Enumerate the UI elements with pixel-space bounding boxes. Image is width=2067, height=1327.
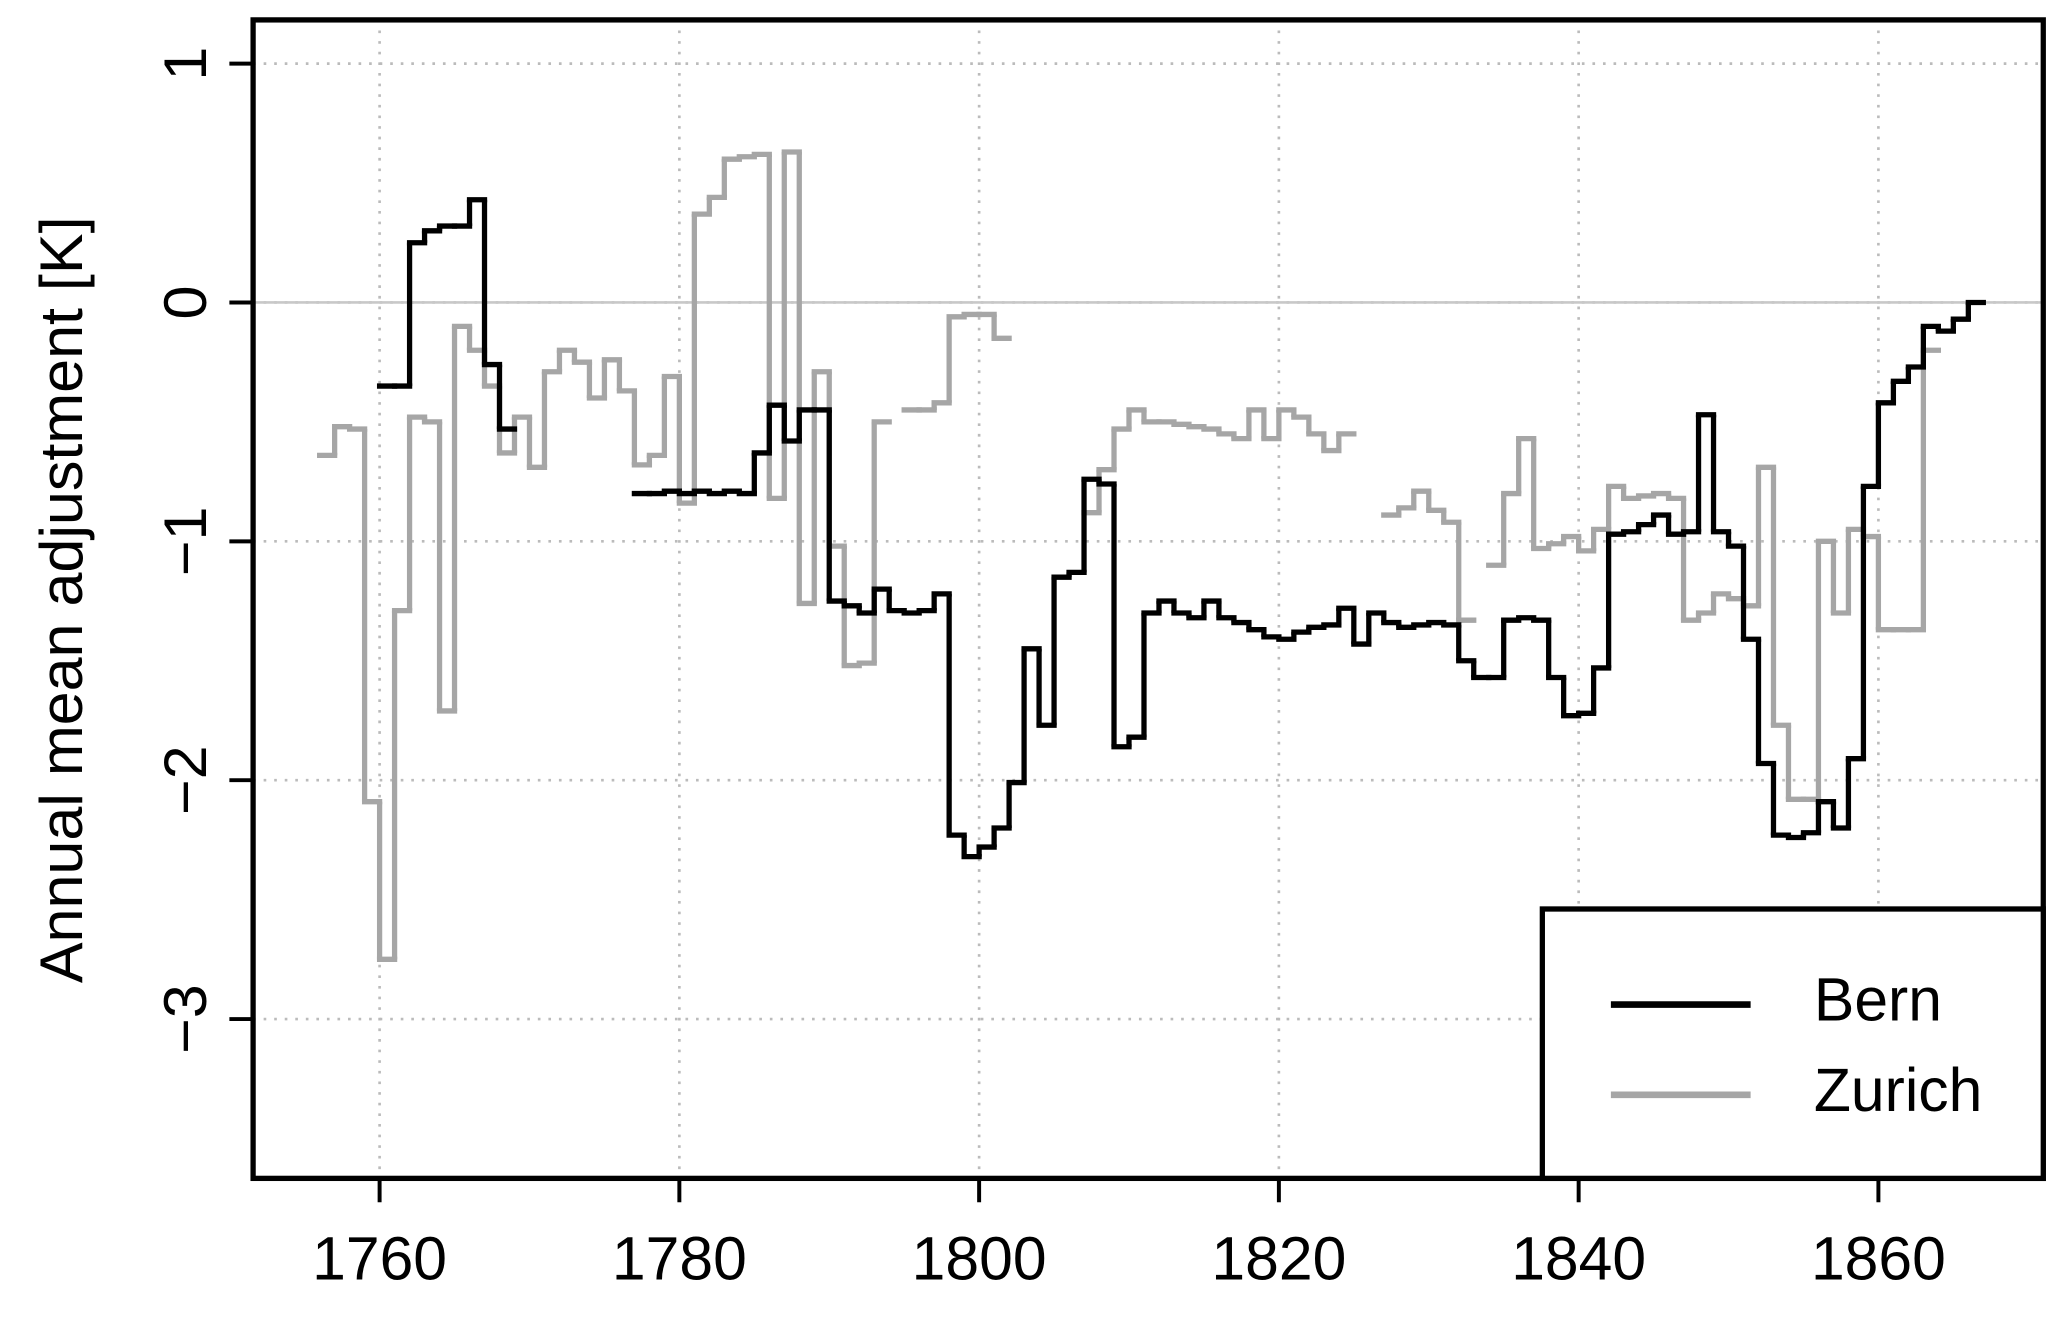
legend-label: Zurich	[1814, 1056, 1982, 1124]
x-tick-label: 1800	[912, 1224, 1047, 1292]
x-tick-label: 1760	[312, 1224, 447, 1292]
y-axis-label: Annual mean adjustment [K]	[27, 216, 95, 983]
x-tick-label: 1820	[1211, 1224, 1346, 1292]
y-tick-label: 0	[151, 285, 219, 319]
x-tick-label: 1860	[1811, 1224, 1946, 1292]
series	[317, 149, 1941, 962]
y-tick-label: −2	[151, 745, 219, 815]
y-tick-label: 1	[151, 47, 219, 81]
plot-frame	[250, 17, 2046, 1182]
legend-box	[1539, 906, 2046, 1182]
series	[376, 197, 1986, 860]
x-tick-label: 1780	[612, 1224, 747, 1292]
x-tick-label: 1840	[1511, 1224, 1646, 1292]
y-tick-label: −1	[151, 507, 219, 577]
y-tick-label: −3	[151, 984, 219, 1054]
legend-label: Bern	[1814, 965, 1942, 1033]
